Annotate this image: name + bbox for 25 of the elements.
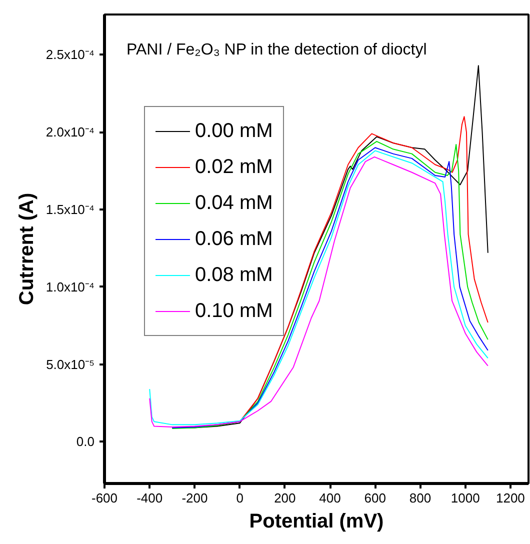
y-axis-title: Cutrrent (A): [16, 192, 38, 306]
x-tick-label: 400: [319, 490, 341, 506]
x-tick-label: -600: [91, 490, 118, 506]
y-tick-label: 1.0x10⁻⁴: [46, 279, 95, 294]
y-tick-label: 0.0: [76, 434, 95, 450]
x-tick-label: 1200: [496, 490, 525, 506]
x-tick-label: 600: [364, 490, 386, 506]
x-tick-label: 1000: [450, 490, 480, 506]
y-tick-label: 5.0x10⁻⁵: [46, 356, 94, 372]
y-tick-label: 1.5x10⁻⁴: [46, 202, 95, 218]
y-tick-label: 2.5x10⁻⁴: [46, 47, 95, 62]
legend-label: 0.08 mM: [195, 262, 273, 288]
legend-label: 0.10 mM: [195, 298, 273, 324]
x-tick-label: 0: [236, 490, 244, 506]
x-tick-label: 200: [274, 490, 296, 506]
x-tick-label: -200: [182, 490, 208, 506]
legend-label: 0.02 mM: [195, 154, 273, 180]
legend-label: 0.04 mM: [195, 190, 273, 216]
legend-label: 0.00 mM: [195, 118, 273, 144]
y-tick-label: 2.0x10⁻⁴: [46, 124, 95, 140]
x-tick-label: -400: [136, 490, 163, 506]
x-axis-title: Potential (mV): [249, 510, 384, 532]
legend-label: 0.06 mM: [195, 226, 273, 252]
x-tick-label: 800: [409, 490, 432, 506]
text: PANI / Fe₂O₃ NP in the detection of dioctyl: [126, 42, 427, 58]
